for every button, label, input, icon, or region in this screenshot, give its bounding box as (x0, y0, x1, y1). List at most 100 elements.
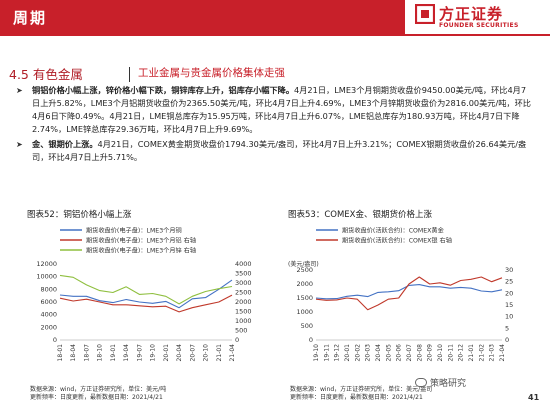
y-right-tick-label: 0 (505, 336, 509, 344)
y-left-tick-label: 2000 (296, 280, 313, 288)
x-tick-label: 21-02 (478, 344, 485, 362)
y-left-tick-label: 500 (301, 322, 313, 330)
x-tick-label: 20-07 (406, 344, 413, 362)
legend-label: 期货收盘价(电子盘)：LME3个月铝 右轴 (86, 237, 196, 245)
x-tick-label: 20-11 (447, 344, 454, 362)
x-tick-label: 19-01 (110, 344, 117, 362)
y-left-tick-label: 8000 (40, 285, 57, 293)
logo-text-cn: 方正证券 (439, 5, 504, 23)
y-left-tick-label: 0 (309, 336, 313, 344)
y-right-tick-label: 25 (505, 278, 513, 286)
x-tick-label: 21-01 (216, 344, 223, 362)
series-line (59, 274, 233, 305)
x-tick-label: 18-07 (83, 344, 90, 362)
page-number: 41 (528, 393, 540, 402)
y-right-tick-label: 10 (505, 313, 513, 321)
chart52-source: 数据来源：wind，方正证券研究所，单位：美元/吨 (30, 386, 167, 393)
x-tick-label: 19-12 (334, 344, 341, 362)
y-right-tick-label: 3000 (235, 279, 252, 287)
watermark-text: 策略研究 (430, 379, 467, 389)
bullet-item-precious-metals: ➤ 金、银期价上涨。4月21日，COMEX黄金期货收盘价1794.30美元/盎司… (16, 138, 531, 164)
y-right-tick-label: 4000 (235, 260, 252, 268)
y-right-tick-label: 2000 (235, 298, 252, 306)
x-tick-label: 20-01 (163, 344, 170, 362)
chart52-copper-aluminum-zinc: 0200040006000800010000120000500100015002… (36, 227, 252, 362)
banner-underline (0, 34, 550, 36)
bullet-lead: 金、银期价上涨。 (32, 139, 98, 149)
arrow-bullet-icon: ➤ (16, 86, 23, 95)
series-line (315, 276, 503, 311)
x-tick-label: 19-10 (313, 344, 320, 362)
y-right-tick-label: 1000 (235, 317, 252, 325)
x-tick-label: 20-03 (365, 344, 372, 362)
x-tick-label: 20-08 (416, 344, 423, 362)
bullet-lead: 铜铝价格小幅上涨，锌价格小幅下跌，铜锌库存上升，铝库存小幅下降。 (32, 85, 295, 95)
x-tick-label: 19-04 (123, 344, 130, 362)
series-line (59, 294, 233, 313)
wechat-watermark: 策略研究 (415, 376, 466, 389)
x-tick-label: 21-01 (468, 344, 475, 362)
x-tick-label: 19-07 (136, 344, 143, 362)
y-left-tick-label: 2000 (40, 323, 57, 331)
section-number-title: 4.5 有色金属 (9, 67, 83, 82)
y-left-tick-label: 1000 (296, 308, 313, 316)
y-left-tick-label: 6000 (40, 298, 57, 306)
y-right-tick-label: 500 (235, 327, 247, 335)
section-subtitle: 工业金属与贵金属价格集体走强 (138, 67, 285, 79)
section-label: 周期 (13, 9, 48, 27)
company-logo: 方正证券 FOUNDER SECURITIES (415, 3, 545, 33)
x-tick-label: 20-10 (203, 344, 210, 362)
y-right-tick-label: 1500 (235, 308, 252, 316)
x-tick-label: 21-04 (499, 344, 506, 362)
chart52-source-note: 数据来源：wind，方正证券研究所，单位：美元/吨 更新频率：日度更新，最新数据… (30, 386, 166, 402)
y-right-tick-label: 15 (505, 301, 513, 309)
y-right-tick-label: 20 (505, 289, 513, 297)
x-tick-label: 20-01 (344, 344, 351, 362)
logo-text-en: FOUNDER SECURITIES (439, 22, 519, 29)
y-right-tick-label: 3500 (235, 270, 252, 278)
bullet-item-base-metals: ➤ 铜铝价格小幅上涨，锌价格小幅下跌，铜锌库存上升，铝库存小幅下降。4月21日，… (16, 84, 531, 136)
x-tick-label: 20-09 (427, 344, 434, 362)
y-right-tick-label: 5 (505, 324, 509, 332)
chart52-title: 图表52：铜铝价格小幅上涨 (27, 210, 132, 220)
x-tick-label: 20-02 (354, 344, 361, 362)
chart53-title: 图表53：COMEX金、银期货价格上涨 (288, 210, 432, 220)
x-tick-label: 20-06 (396, 344, 403, 362)
bullet-body: 4月21日，LME3个月铜期货收盘价9450.00美元/吨，环比4月7日上升5.… (32, 85, 531, 134)
top-banner: 周期 方正证券 FOUNDER SECURITIES (0, 0, 550, 36)
y-right-tick-label: 30 (505, 266, 513, 274)
x-tick-label: 20-07 (189, 344, 196, 362)
x-tick-label: 18-01 (57, 344, 64, 362)
x-tick-label: 20-12 (458, 344, 465, 362)
y-right-tick-label: 0 (235, 336, 239, 344)
legend-label: 期货收盘价(电子盘)：LME3个月铜 (86, 227, 182, 235)
y-left-tick-label: 4000 (40, 311, 57, 319)
x-tick-label: 20-05 (385, 344, 392, 362)
wechat-icon (415, 378, 427, 387)
legend-label: 期货收盘价(活跃合约)：COMEX银 右轴 (342, 237, 452, 245)
x-tick-label: 20-04 (176, 344, 183, 362)
bullet-body: 4月21日，COMEX黄金期货收盘价1794.30美元/盎司，环比4月7日上升3… (32, 139, 527, 162)
y-left-tick-label: 10000 (36, 273, 57, 281)
y-unit-label: (美元/盎司) (288, 260, 319, 268)
chart53-source: 数据来源：wind，方正证券研究所，单位：美元/盎司 (290, 386, 433, 393)
x-tick-label: 19-10 (150, 344, 157, 362)
y-left-tick-label: 12000 (36, 260, 57, 268)
chart53-update: 更新频率：日度更新，最新数据日期：2021/4/21 (290, 394, 423, 401)
arrow-bullet-icon: ➤ (16, 140, 23, 149)
x-tick-label: 21-04 (229, 344, 236, 362)
title-divider (129, 67, 130, 82)
series-line (315, 284, 503, 300)
x-tick-label: 19-11 (323, 344, 330, 362)
chart53-source-note: 数据来源：wind，方正证券研究所，单位：美元/盎司 更新频率：日度更新，最新数… (290, 386, 432, 402)
section-banner: 周期 (0, 0, 405, 34)
legend-label: 期货收盘价(电子盘)：LME3个月锌 右轴 (86, 247, 196, 255)
y-left-tick-label: 1500 (296, 294, 313, 302)
chart52-update: 更新频率：日度更新，最新数据日期：2021/4/21 (30, 394, 163, 401)
y-left-tick-label: 2500 (296, 266, 313, 274)
bullet-list: ➤ 铜铝价格小幅上涨，锌价格小幅下跌，铜锌库存上升，铝库存小幅下降。4月21日，… (16, 84, 531, 166)
legend-label: 期货收盘价(活跃合约)：COMEX黄金 (342, 227, 445, 235)
x-tick-label: 18-04 (70, 344, 77, 362)
x-tick-label: 20-04 (375, 344, 382, 362)
